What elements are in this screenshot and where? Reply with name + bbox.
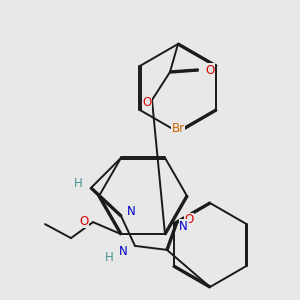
- Text: O: O: [80, 214, 88, 228]
- Text: O: O: [184, 213, 194, 226]
- Text: N: N: [127, 206, 135, 218]
- Text: O: O: [206, 64, 214, 76]
- Text: Br: Br: [171, 122, 184, 134]
- Text: H: H: [105, 251, 113, 264]
- Text: N: N: [118, 245, 127, 258]
- Text: H: H: [74, 177, 82, 190]
- Text: O: O: [142, 95, 152, 109]
- Text: N: N: [179, 220, 188, 232]
